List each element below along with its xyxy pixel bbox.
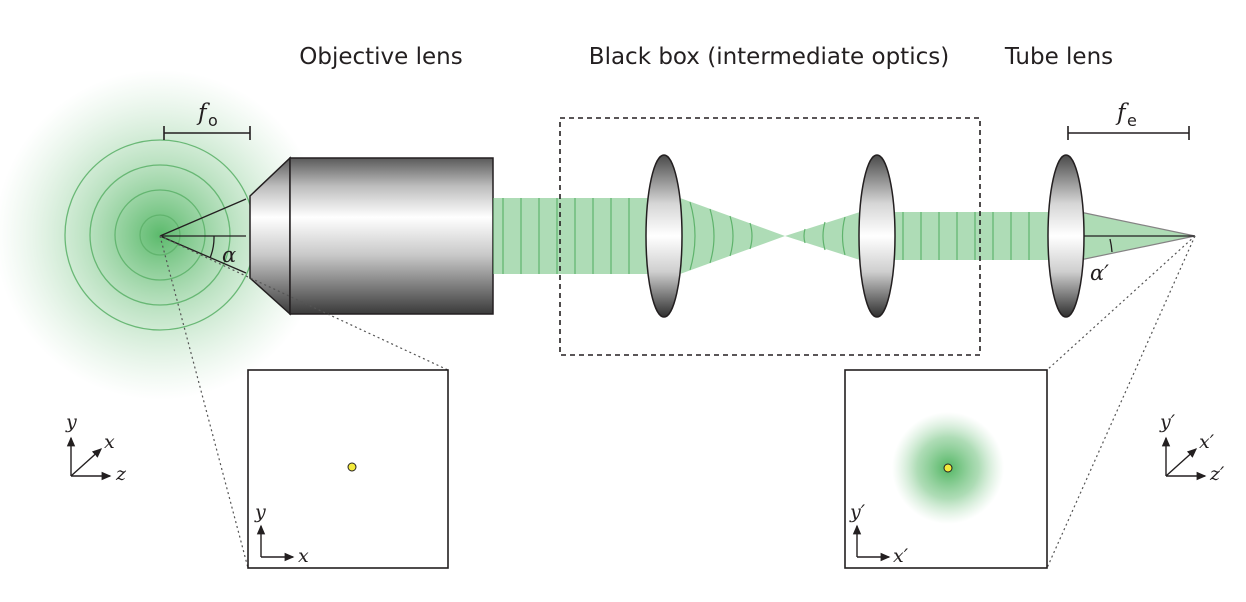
image-axis-y-label: y′ (1159, 411, 1176, 433)
focal-length-tube-sub: e (1127, 111, 1137, 130)
relay-lens-2 (858, 154, 896, 318)
object-coordinate-axes (66, 436, 112, 481)
object-axis-x-label: x (104, 431, 115, 453)
focal-length-tube-label: f (1115, 100, 1129, 126)
image-axis-x-label: x′ (1199, 431, 1215, 453)
objective-lens (249, 156, 494, 316)
projection-lines-object (159, 235, 449, 569)
object-axis-y-label: y (65, 411, 77, 433)
image-axis-z-label: z′ (1209, 463, 1225, 485)
inset-object-axes (256, 524, 295, 562)
tube-lens-label: Tube lens (1004, 44, 1113, 70)
focal-length-objective-sub: o (208, 111, 218, 130)
tube-lens (1047, 154, 1085, 318)
inset-image-axes (852, 524, 891, 562)
inset-image-y-label: y′ (849, 501, 866, 523)
relay-lens-1 (645, 154, 683, 318)
inset-object-x-label: x (298, 545, 309, 567)
object-axis-z-label: z (115, 463, 127, 485)
projection-lines-image (1046, 235, 1196, 569)
objective-lens-label: Objective lens (299, 44, 462, 70)
black-box-outline (559, 117, 981, 356)
relay-focus-beam (680, 198, 860, 274)
focal-length-objective-label: f (196, 100, 210, 126)
object-point (347, 462, 357, 472)
alpha-prime-label: α′ (1090, 261, 1109, 285)
image-coordinate-axes (1161, 436, 1207, 481)
alpha-label: α (222, 243, 236, 267)
image-point (943, 463, 953, 473)
inset-image-x-label: x′ (893, 545, 909, 567)
inset-object-y-label: y (254, 501, 266, 523)
collimated-beam-left (493, 198, 648, 274)
focal-length-bar-tube (1067, 126, 1190, 140)
focal-length-bar-objective (163, 126, 251, 140)
alpha-prime-arc (1109, 238, 1113, 253)
collimated-beam-right (893, 212, 1051, 260)
black-box-label: Black box (intermediate optics) (589, 44, 949, 70)
